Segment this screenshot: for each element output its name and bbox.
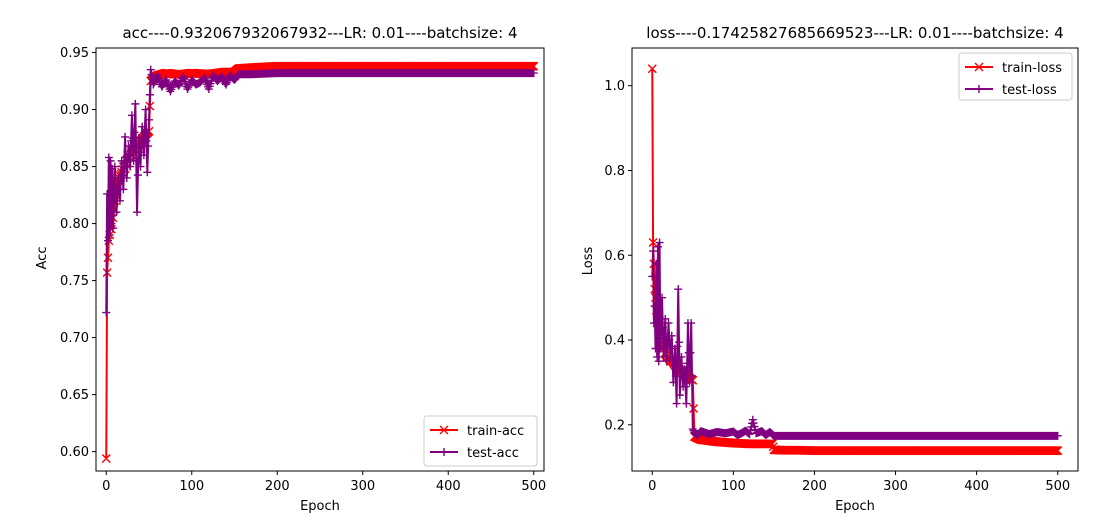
acc-y-tick-label: 0.60 (60, 445, 89, 460)
acc-y-tick-label: 0.90 (60, 103, 89, 118)
loss-x-tick-label: 400 (964, 479, 989, 494)
acc-x-tick-label: 0 (102, 479, 110, 494)
loss-x-tick-label: 300 (883, 479, 908, 494)
acc-x-tick-label: 400 (436, 479, 461, 494)
acc-x-tick-label: 100 (179, 479, 204, 494)
loss-x-axis-label: Epoch (835, 499, 875, 514)
loss-y-tick-label: 0.8 (604, 164, 625, 179)
acc-y-tick-label: 0.65 (60, 388, 89, 403)
loss-chart: loss----0.17425827685669523---LR: 0.01--… (581, 24, 1079, 514)
acc-plot-frame (95, 47, 545, 472)
loss-y-tick-label: 0.2 (604, 418, 625, 433)
loss-x-tick-label: 100 (721, 479, 746, 494)
loss-x-tick-label: 200 (802, 479, 827, 494)
loss-x-tick-label: 0 (648, 479, 656, 494)
loss-legend: train-loss test-loss (958, 52, 1073, 101)
acc-legend: train-acc test-acc (423, 415, 538, 467)
loss-y-tick-label: 1.0 (604, 79, 625, 94)
acc-legend-box (423, 415, 538, 467)
loss-chart-title: loss----0.17425827685669523---LR: 0.01--… (646, 24, 1063, 42)
loss-y-axis-label: Loss (581, 247, 596, 276)
loss-plot-frame (631, 47, 1079, 472)
acc-x-tick-label: 500 (521, 479, 546, 494)
train-acc-legend-label: train-acc (467, 424, 524, 439)
test-acc-markers (102, 65, 538, 317)
loss-y-tick-label: 0.6 (604, 249, 625, 264)
acc-y-tick-label: 0.75 (60, 274, 89, 289)
test-loss-legend-label: test-loss (1002, 83, 1057, 98)
test-acc-legend-label: test-acc (467, 446, 519, 461)
acc-y-tick-label: 0.80 (60, 217, 89, 232)
train-loss-legend-marker (974, 62, 984, 72)
test-loss-markers (648, 238, 1062, 440)
acc-y-tick-label: 0.70 (60, 331, 89, 346)
acc-chart-title: acc----0.932067932067932---LR: 0.01----b… (122, 24, 517, 42)
acc-x-tick-label: 300 (350, 479, 375, 494)
train-acc-legend-marker (439, 425, 449, 435)
loss-x-tick-label: 500 (1045, 479, 1070, 494)
acc-y-tick-label: 0.85 (60, 160, 89, 175)
acc-y-tick-label: 0.95 (60, 46, 89, 61)
loss-y-tick-label: 0.4 (604, 334, 625, 349)
test-loss-legend-marker (975, 85, 983, 93)
acc-x-tick-label: 200 (265, 479, 290, 494)
train-loss-legend-label: train-loss (1002, 61, 1062, 76)
acc-x-axis-label: Epoch (300, 499, 340, 514)
accuracy-chart: acc----0.932067932067932---LR: 0.01----b… (35, 24, 546, 514)
acc-y-axis-label: Acc (35, 247, 50, 270)
test-acc-legend-marker (440, 448, 448, 456)
